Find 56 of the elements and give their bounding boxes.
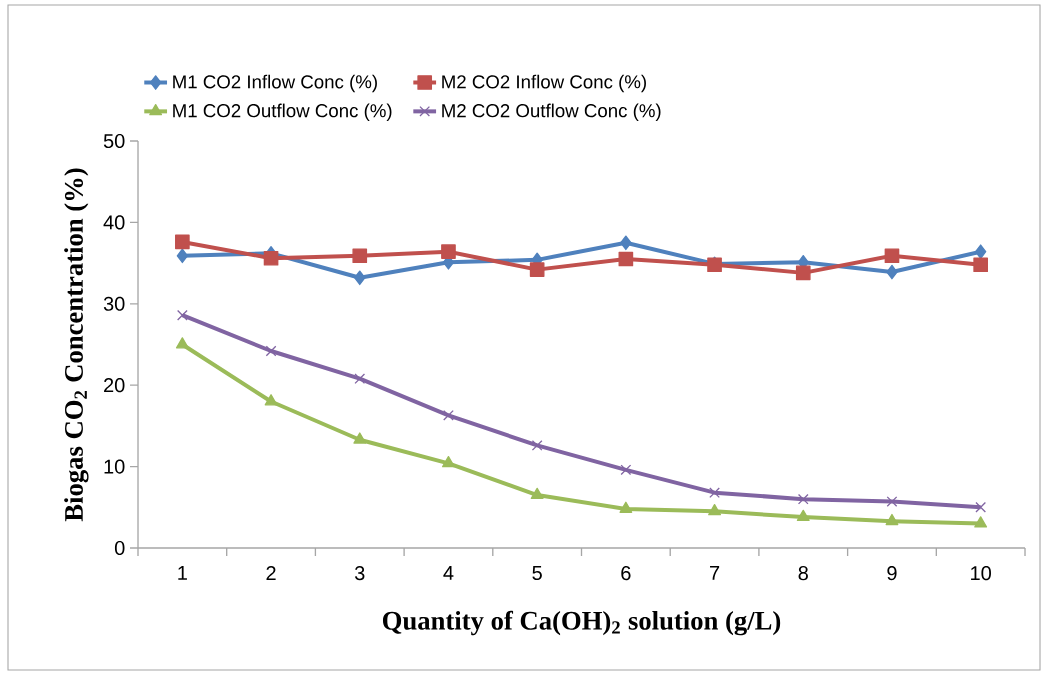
x-tick-label: 5: [532, 566, 542, 580]
y-tick-label: 20: [104, 378, 125, 393]
point: [975, 244, 987, 260]
legend-label: M1 CO2 Inflow Conc (%): [173, 74, 377, 93]
point: [974, 516, 988, 528]
point: [530, 487, 544, 500]
x-tick-label: 9: [887, 566, 897, 581]
point: [175, 234, 190, 250]
point: [973, 257, 989, 273]
x-tick-label: 6: [621, 566, 631, 581]
point: [176, 309, 188, 321]
point: [619, 501, 633, 513]
x-axis-title: Quantity of Ca(OH)$_{2}$ solution (g/L): [382, 610, 781, 636]
legend-label: M2 CO2 Outflow Conc (%): [442, 103, 661, 121]
point: [175, 337, 189, 349]
y-tick-label: 50: [103, 133, 125, 149]
point: [709, 487, 720, 499]
point: [264, 394, 278, 406]
point: [975, 501, 987, 513]
point: [352, 248, 368, 264]
x-tick-label: 4: [443, 566, 454, 580]
point: [354, 373, 366, 385]
point: [886, 496, 898, 507]
point: [265, 345, 277, 357]
x-tick-label: 7: [710, 566, 720, 580]
x-tick-label: 1: [178, 566, 187, 580]
x-tick-label: 3: [354, 566, 365, 581]
point: [354, 270, 366, 286]
x-tick-label: 10: [971, 566, 991, 581]
point: [443, 409, 454, 421]
point: [620, 235, 632, 251]
point: [795, 265, 811, 281]
point: [884, 248, 900, 264]
point: [708, 504, 721, 516]
point: [886, 264, 898, 280]
point: [529, 262, 545, 277]
point: [618, 251, 634, 267]
y-tick-label: 10: [104, 459, 125, 474]
point: [353, 432, 367, 444]
x-tick-label: 2: [266, 566, 276, 581]
y-tick-label: 0: [114, 540, 125, 556]
y-axis-title: Biogas CO$_{2}$ Concentration (%): [64, 168, 89, 522]
point: [620, 464, 632, 476]
point: [176, 248, 189, 264]
point: [885, 513, 899, 526]
legend-label: M1 CO2 Outflow Conc (%): [173, 103, 392, 121]
point: [796, 509, 810, 522]
legend-label: M2 CO2 Inflow Conc (%): [442, 74, 646, 93]
point: [442, 456, 455, 468]
point: [797, 493, 809, 505]
point: [531, 440, 543, 451]
y-tick-label: 30: [103, 296, 125, 311]
x-tick-label: 8: [798, 566, 808, 581]
point: [263, 250, 279, 266]
y-tick-label: 40: [103, 215, 125, 230]
point: [441, 244, 456, 260]
